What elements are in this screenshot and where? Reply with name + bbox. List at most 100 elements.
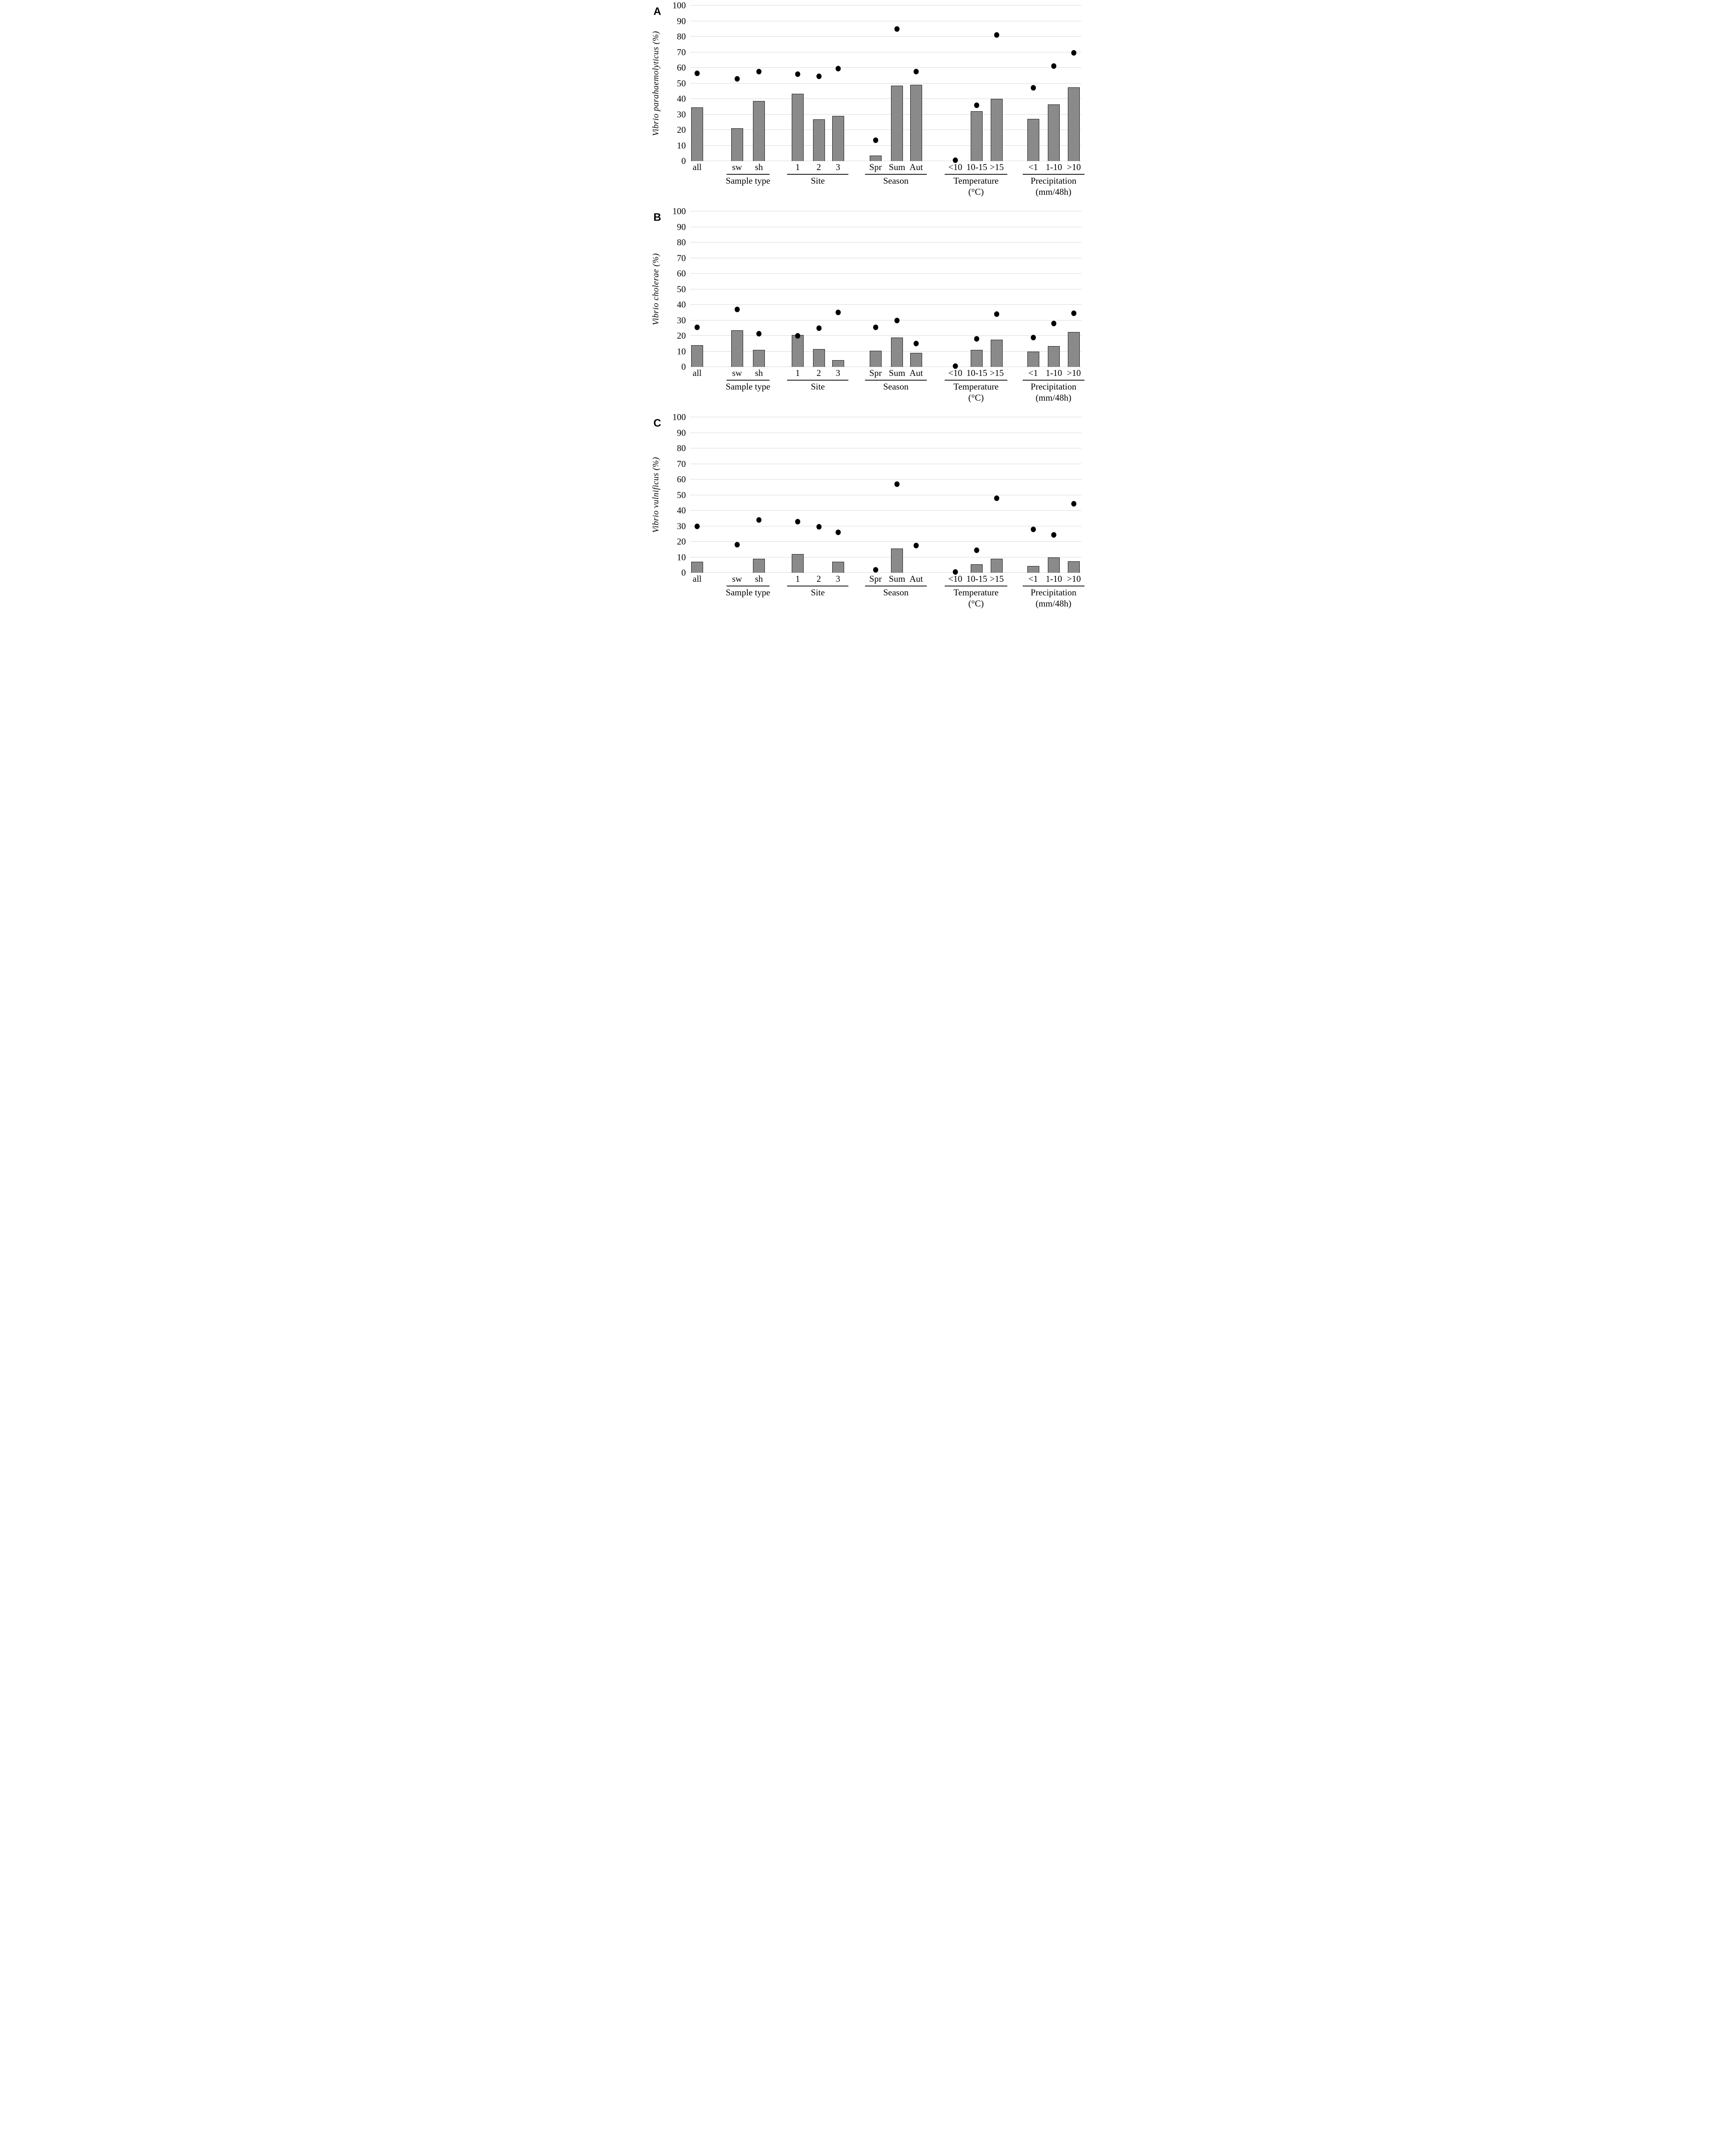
x-category-label: 10-15 xyxy=(966,162,987,172)
x-category-label: sw xyxy=(732,574,742,584)
x-axis-labels: all sw sh Sample type 1 2 3 Site Spr Sum Aut Season… xyxy=(690,367,1084,406)
y-tick-label: 90 xyxy=(677,427,686,438)
x-category-label: Aut xyxy=(909,162,923,172)
x-category-label: 3 xyxy=(836,574,840,584)
gridline xyxy=(690,114,1081,115)
dot xyxy=(994,495,1000,501)
y-tick-label: 10 xyxy=(677,346,686,356)
dot xyxy=(816,325,822,331)
plot-wrap: all sw sh Sample type 1 2 3 Site Spr Sum Aut Season… xyxy=(690,417,1084,609)
dot xyxy=(835,66,841,72)
group-underline xyxy=(787,174,849,175)
x-category-label: sw xyxy=(732,162,742,172)
bar xyxy=(731,128,743,161)
y-tick-label: 0 xyxy=(681,567,686,578)
x-category-label: >10 xyxy=(1067,574,1081,584)
y-tick-label: 100 xyxy=(672,206,686,217)
bar xyxy=(891,85,903,161)
dot xyxy=(914,341,919,347)
bar xyxy=(869,350,882,367)
x-axis-labels: all sw sh Sample type 1 2 3 Site Spr Sum Aut Season… xyxy=(690,161,1084,200)
x-category-label: >15 xyxy=(989,162,1004,172)
bar xyxy=(691,345,704,367)
group-underline xyxy=(945,174,1007,175)
y-tick-label: 60 xyxy=(677,474,686,485)
dot xyxy=(695,324,700,330)
x-category-label: 1-10 xyxy=(1045,162,1062,172)
x-category-label: Sum xyxy=(888,162,905,172)
bar xyxy=(832,562,844,573)
gridline xyxy=(690,335,1081,336)
dot xyxy=(695,523,700,529)
y-tick-label: 90 xyxy=(677,222,686,232)
x-category-label: Spr xyxy=(869,574,882,584)
bar xyxy=(869,156,882,161)
bar xyxy=(791,554,804,573)
dot xyxy=(1030,335,1036,341)
bar xyxy=(1027,119,1039,161)
bar xyxy=(891,549,903,573)
y-tick-label: 50 xyxy=(677,490,686,500)
x-group-label: Precipitation xyxy=(1030,176,1076,186)
bar xyxy=(1068,561,1080,573)
plot-wrap: all sw sh Sample type 1 2 3 Site Spr Sum Aut Season… xyxy=(690,5,1084,200)
dot xyxy=(1071,310,1077,316)
y-axis-ticks: 0 10 20 30 40 50 60 70 80 90 100 xyxy=(665,207,690,371)
group-underline xyxy=(865,380,927,381)
y-axis-title: Vibrio vulnificus (%) xyxy=(651,457,660,533)
gridline xyxy=(690,273,1081,274)
x-category-label: sh xyxy=(755,368,763,378)
panel-b-vibrio-cholerae: B Vibrio cholerae (%) 0 10 20 30 40 50 60 70 80 9… xyxy=(651,207,1085,412)
dot xyxy=(756,331,762,337)
y-tick-label: 30 xyxy=(677,109,686,119)
bar xyxy=(731,330,743,367)
x-group-label: Site xyxy=(810,587,825,598)
y-tick-label: 30 xyxy=(677,315,686,325)
gridline xyxy=(690,5,1081,6)
x-category-label: 1-10 xyxy=(1045,574,1062,584)
gridline xyxy=(690,98,1081,99)
x-group-label: Precipitation xyxy=(1030,587,1076,598)
panel-c-vibrio-vulnificus: C Vibrio vulnificus (%) 0 10 20 30 40 50 60 70 8… xyxy=(651,413,1085,609)
group-underline xyxy=(787,380,849,381)
dot xyxy=(1051,532,1057,538)
y-tick-label: 70 xyxy=(677,459,686,469)
dot xyxy=(974,547,980,553)
x-category-label: <1 xyxy=(1028,162,1038,172)
x-group-label: Season xyxy=(883,176,909,186)
bar xyxy=(753,101,765,161)
x-category-label: 3 xyxy=(836,368,840,378)
y-tick-label: 100 xyxy=(672,412,686,422)
dot xyxy=(795,333,800,339)
dot xyxy=(1071,501,1077,507)
y-axis-title: Vibrio parahaemolyticus (%) xyxy=(651,31,660,136)
group-underline xyxy=(1022,380,1084,381)
group-underline xyxy=(726,174,770,175)
dot xyxy=(795,71,800,77)
bar xyxy=(791,335,804,367)
x-category-label: >15 xyxy=(989,574,1004,584)
x-category-label: >10 xyxy=(1067,162,1081,172)
dot xyxy=(816,524,822,530)
dot xyxy=(952,569,958,575)
x-category-label: <1 xyxy=(1028,368,1038,378)
x-category-label: 1-10 xyxy=(1045,368,1062,378)
dot xyxy=(894,318,900,323)
x-category-label: 2 xyxy=(816,162,821,172)
bar xyxy=(1048,104,1060,161)
x-category-label: 10-15 xyxy=(966,574,987,584)
y-tick-label: 10 xyxy=(677,140,686,150)
y-tick-label: 40 xyxy=(677,299,686,310)
bar xyxy=(1048,346,1060,367)
bar xyxy=(1068,332,1080,367)
dot xyxy=(873,567,878,573)
y-tick-label: 0 xyxy=(681,361,686,372)
gridline xyxy=(690,320,1081,321)
x-category-label: sh xyxy=(755,574,763,584)
y-tick-label: 30 xyxy=(677,521,686,531)
gridline xyxy=(690,67,1081,68)
bar xyxy=(910,85,923,161)
dot xyxy=(894,26,900,32)
dot xyxy=(734,542,740,548)
gridline xyxy=(690,510,1081,511)
